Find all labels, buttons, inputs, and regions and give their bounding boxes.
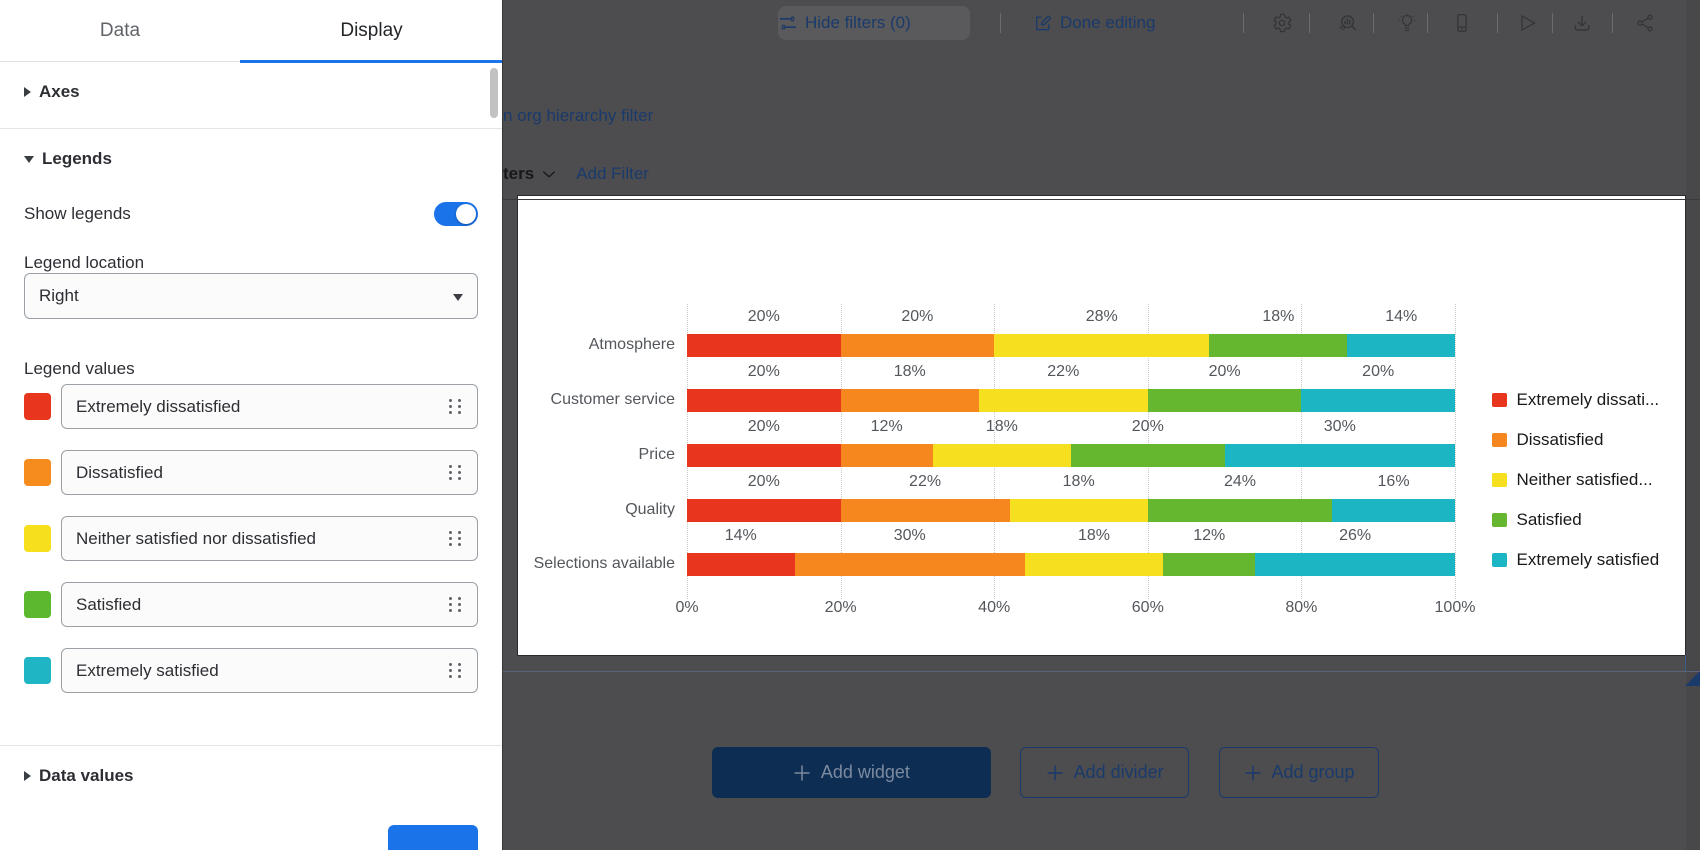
svg-text:iQ: iQ (1340, 25, 1346, 31)
